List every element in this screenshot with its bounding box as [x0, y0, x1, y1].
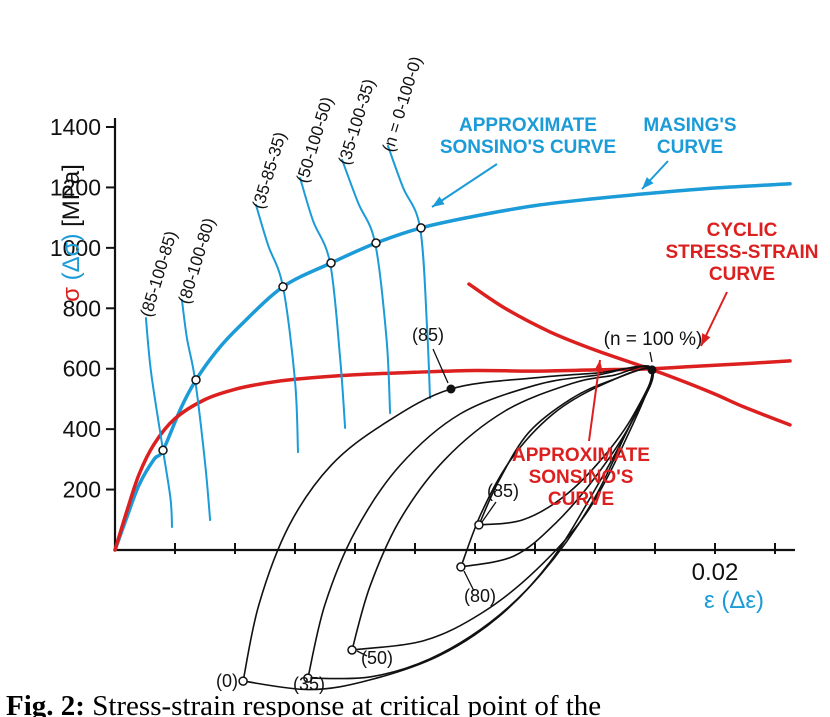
leader-line: [649, 351, 653, 363]
annotation-arc-label-0-100-0: (n = 0-100-0): [379, 54, 426, 154]
marker-open-circle: [416, 223, 426, 233]
annotation-arc-label-80-100-80: (80-100-80): [175, 216, 219, 307]
y-tick-label: 400: [63, 416, 101, 442]
marker-open-circle: [191, 375, 201, 385]
annotation-point-label-85-top: (85): [412, 325, 444, 345]
annotation-point-label-50: (50): [361, 648, 393, 668]
annotation-point-label-85-mid: (85): [487, 481, 519, 501]
marker-open-circle: [278, 282, 288, 292]
marker-open-circle: [347, 645, 357, 655]
curve-arc-85-100-85: [144, 317, 173, 528]
leader-line: [481, 501, 497, 523]
annotation-arc-label-85-100-85: (85-100-85): [137, 229, 181, 320]
annotation-sonsino-blue-label: APPROXIMATE SONSINO'S CURVE: [440, 115, 616, 158]
annotation-arrow: [431, 163, 498, 208]
curve-arc-50-100-50: [299, 177, 347, 429]
annotation-y-axis-label: σ (Δσ) [MPa]: [58, 164, 85, 302]
leader-line: [463, 570, 475, 592]
annotation-n100-label: (n = 100 %): [604, 329, 703, 350]
marker-open-circle: [158, 445, 168, 456]
marker-open-circle: [326, 258, 336, 268]
annotation-arrowhead: [701, 333, 711, 346]
figure-caption: Fig. 2: Stress-strain response at critic…: [6, 690, 828, 717]
marker-open-circle: [474, 520, 484, 530]
annotation-arc-label-35-85-35: (35-85-35): [249, 130, 290, 211]
y-tick-label: 800: [63, 295, 101, 321]
curve-loop-50: [351, 364, 653, 651]
y-tick-label: 200: [63, 477, 101, 503]
annotation-arrowhead: [642, 177, 654, 189]
marker-filled-dot: [446, 384, 456, 394]
annotation-sonsino-red-label: APPROXIMATE SONSINO'S CURVE: [512, 445, 650, 510]
caption-label: Fig. 2:: [6, 690, 85, 717]
annotation-arc-label-35-100-35: (35-100-35): [335, 77, 379, 168]
curve-arc-35-85-35: [255, 204, 299, 454]
marker-open-circle: [303, 673, 313, 683]
annotation-cyclic-label: CYCLIC STRESS-STRAIN CURVE: [665, 220, 818, 285]
caption-text: Stress-strain response at critical point…: [84, 690, 602, 717]
marker-open-circle: [371, 238, 381, 248]
marker-filled-dot: [647, 365, 657, 375]
annotation-arc-label-50-100-50: (50-100-50): [293, 95, 337, 186]
annotation-point-label-0: (0): [216, 671, 238, 691]
x-tick-label: 0.02: [692, 559, 739, 586]
annotation-arrow: [588, 359, 601, 442]
leader-line: [356, 650, 368, 657]
curve-arc-0-100-0: [387, 145, 431, 399]
marker-open-circle: [456, 562, 466, 572]
y-tick-label: 1200: [50, 174, 101, 200]
marker-open-circle: [238, 676, 248, 686]
annotation-arrowhead: [432, 196, 445, 207]
annotation-masing-label: MASING'S CURVE: [643, 115, 736, 158]
annotation-point-label-35: (35): [293, 674, 325, 694]
annotation-arrowhead: [593, 360, 603, 373]
leader-line: [432, 348, 449, 384]
y-tick-label: 1400: [50, 114, 101, 140]
annotation-point-label-80: (80): [464, 586, 496, 606]
y-tick-label: 600: [63, 356, 101, 382]
y-tick-label: 1000: [50, 235, 101, 261]
annotation-x-axis-label: ε (Δε): [704, 587, 764, 614]
